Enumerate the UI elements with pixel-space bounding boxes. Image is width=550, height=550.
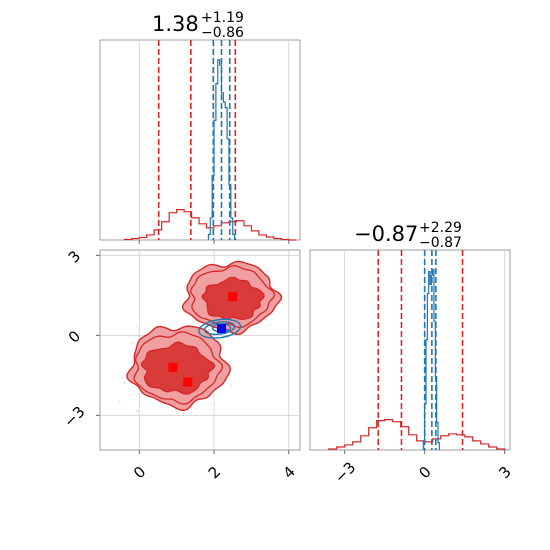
red-square-marker xyxy=(183,377,193,387)
red-mid-contour-lower xyxy=(133,331,224,405)
top-red-histogram xyxy=(123,209,297,241)
joint-scatter-point xyxy=(118,400,121,403)
joint-scatter-point xyxy=(258,327,261,329)
right-histogram-frame xyxy=(309,249,511,451)
joint-scatter-point xyxy=(147,327,150,330)
blue-mid-contour xyxy=(204,321,236,336)
joint-contours xyxy=(118,260,283,415)
joint-scatter-point xyxy=(194,407,197,410)
joint-scatter-point xyxy=(183,284,186,287)
joint-scatter-point xyxy=(130,342,133,345)
joint-scatter-point xyxy=(183,312,186,314)
joint-x-tick-label: 4 xyxy=(280,463,299,482)
joint-scatter-point xyxy=(230,384,232,387)
right-x-tick-label: 3 xyxy=(495,463,514,482)
joint-y-tick-label: 0 xyxy=(65,327,84,346)
joint-scatter-point xyxy=(190,272,193,275)
joint-scatter-point xyxy=(121,377,124,379)
right-x-tick-label: −3 xyxy=(331,458,359,486)
joint-scatter-point xyxy=(136,325,139,327)
joint-scatter-point xyxy=(191,268,194,271)
red-mid-contour-upper xyxy=(190,265,276,328)
right-x-tick-labels: −3 0 3 xyxy=(331,458,515,486)
top-histogram-frame xyxy=(99,39,301,241)
right-red-histogram xyxy=(328,419,506,450)
top-histogram-panel: 1.38 +1.19 −0.86 xyxy=(99,7,301,244)
right-x-tick-label: 0 xyxy=(415,463,434,482)
joint-scatter-point xyxy=(210,402,213,404)
right-histogram-series xyxy=(328,250,506,450)
joint-scatter-point xyxy=(249,327,252,330)
joint-y-tick-label: −3 xyxy=(60,403,88,431)
joint-scatter-point xyxy=(123,382,126,384)
joint-x-tick-labels: 0 2 4 xyxy=(130,463,299,482)
right-histogram-panel: −3 0 3 −0.87 +2.29 −0.87 xyxy=(309,217,515,487)
top-histogram-series xyxy=(123,40,297,241)
top-histogram-title: 1.38 +1.19 −0.86 xyxy=(152,7,249,41)
joint-scatter-point xyxy=(268,323,271,326)
joint-scatter-point xyxy=(137,409,139,412)
blue-square-marker xyxy=(216,324,226,334)
joint-y-tick-labels: 3 0 −3 xyxy=(60,247,88,431)
blue-outer-contour xyxy=(198,318,242,339)
joint-scatter-point xyxy=(175,409,177,412)
joint-scatter-point xyxy=(190,406,193,409)
right-histogram-title: −0.87 +2.29 −0.87 xyxy=(354,217,467,251)
joint-scatter-point xyxy=(263,318,266,321)
joint-scatter-point xyxy=(136,411,138,413)
red-inner-contour-lower xyxy=(140,341,216,395)
red-square-marker xyxy=(228,292,238,302)
joint-y-tick-label: 3 xyxy=(65,247,84,266)
joint-scatter-point xyxy=(132,394,134,396)
joint-scatter-point xyxy=(267,269,270,272)
joint-scatter-point xyxy=(193,320,196,322)
red-square-marker xyxy=(168,362,178,372)
joint-contour-panel: 0 2 4 3 0 −3 xyxy=(60,247,301,482)
joint-x-tick-label: 0 xyxy=(130,463,149,482)
joint-scatter-point xyxy=(182,412,185,415)
joint-x-tick-label: 2 xyxy=(205,463,224,482)
